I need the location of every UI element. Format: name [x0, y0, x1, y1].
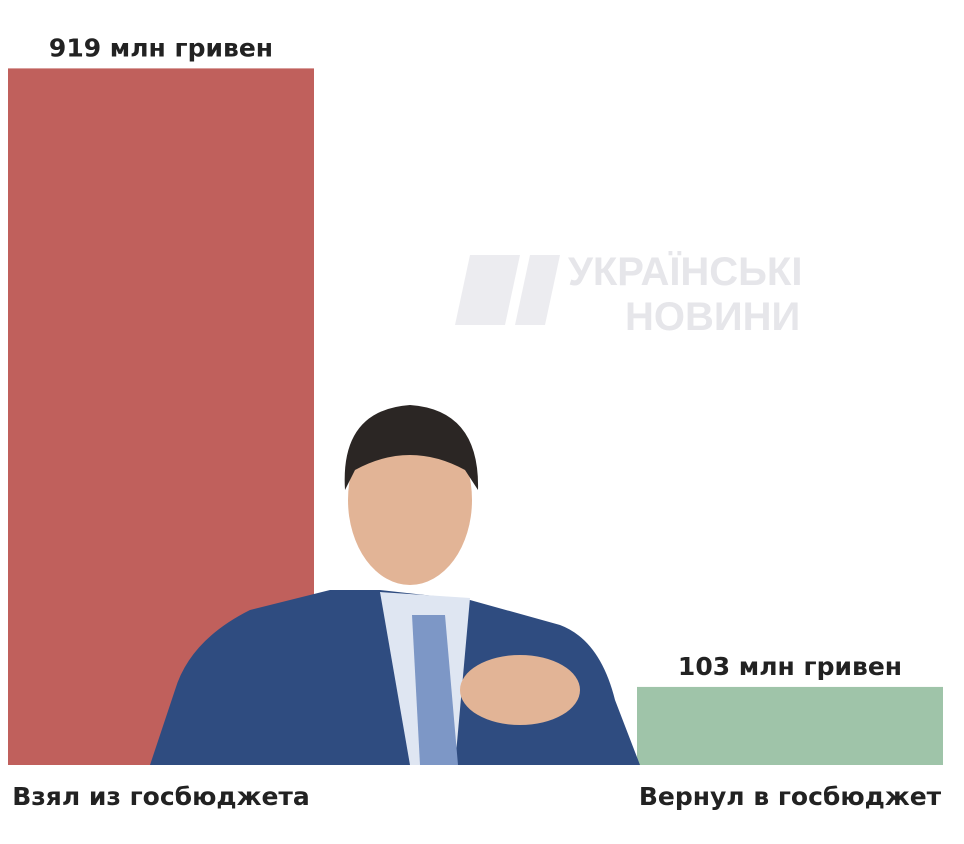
category-label: Взял из госбюджета — [12, 782, 310, 811]
watermark-text: УКРАЇНСЬКІ — [568, 250, 802, 294]
value-label: 919 млн гривен — [49, 33, 273, 62]
tie — [412, 615, 458, 765]
hand — [460, 655, 580, 725]
value-label: 103 млн гривен — [678, 652, 902, 681]
watermark: УКРАЇНСЬКІ НОВИНИ — [455, 250, 802, 339]
bar — [637, 686, 943, 765]
watermark-logo — [455, 255, 560, 325]
hair — [344, 405, 479, 490]
watermark-text: НОВИНИ — [625, 295, 800, 339]
person — [150, 405, 640, 765]
category-label: Вернул в госбюджет — [639, 782, 942, 811]
